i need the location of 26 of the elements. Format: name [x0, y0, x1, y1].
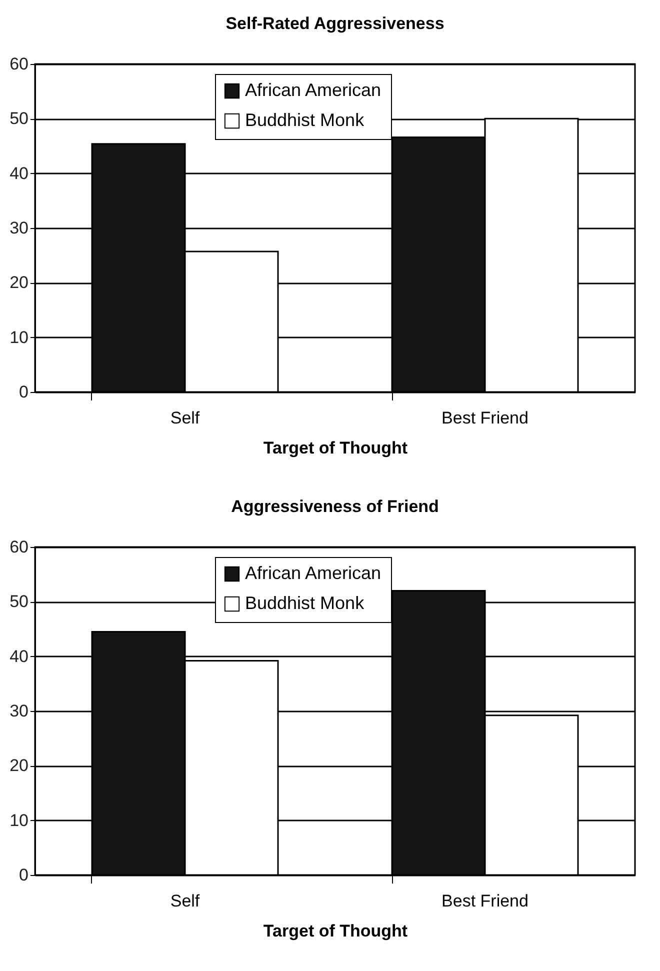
y-tick-label: 0	[19, 866, 28, 884]
x-axis-title: Target of Thought	[263, 922, 408, 940]
y-tick-label: 20	[10, 273, 28, 292]
y-tick-label: 50	[10, 592, 28, 612]
y-tick-label: 0	[19, 382, 28, 402]
y-tick-label: 60	[10, 54, 28, 74]
x-tick-label: Self	[170, 892, 200, 910]
legend-label: Buddhist Monk	[245, 110, 366, 130]
chart-title: Aggressiveness of Friend	[231, 497, 439, 516]
legend-label: African American	[245, 563, 382, 583]
y-tick-label: 30	[10, 702, 28, 720]
x-tick-label: Best Friend	[442, 892, 528, 910]
legend-label: African American	[245, 80, 382, 100]
y-tick-label: 40	[10, 164, 28, 183]
y-tick-label: 60	[10, 538, 28, 556]
legend-label: Buddhist Monk	[245, 593, 366, 613]
x-tick-label: Best Friend	[442, 408, 528, 428]
y-tick-label: 10	[10, 328, 28, 347]
x-tick-label: Self	[170, 408, 200, 428]
y-tick-label: 30	[10, 218, 28, 238]
x-axis-title: Target of Thought	[263, 438, 408, 458]
chart-title: Self-Rated Aggressiveness	[226, 14, 444, 33]
y-tick-label: 50	[10, 109, 28, 128]
y-tick-label: 20	[10, 756, 28, 776]
y-tick-label: 40	[10, 646, 28, 666]
y-tick-label: 10	[10, 810, 28, 830]
